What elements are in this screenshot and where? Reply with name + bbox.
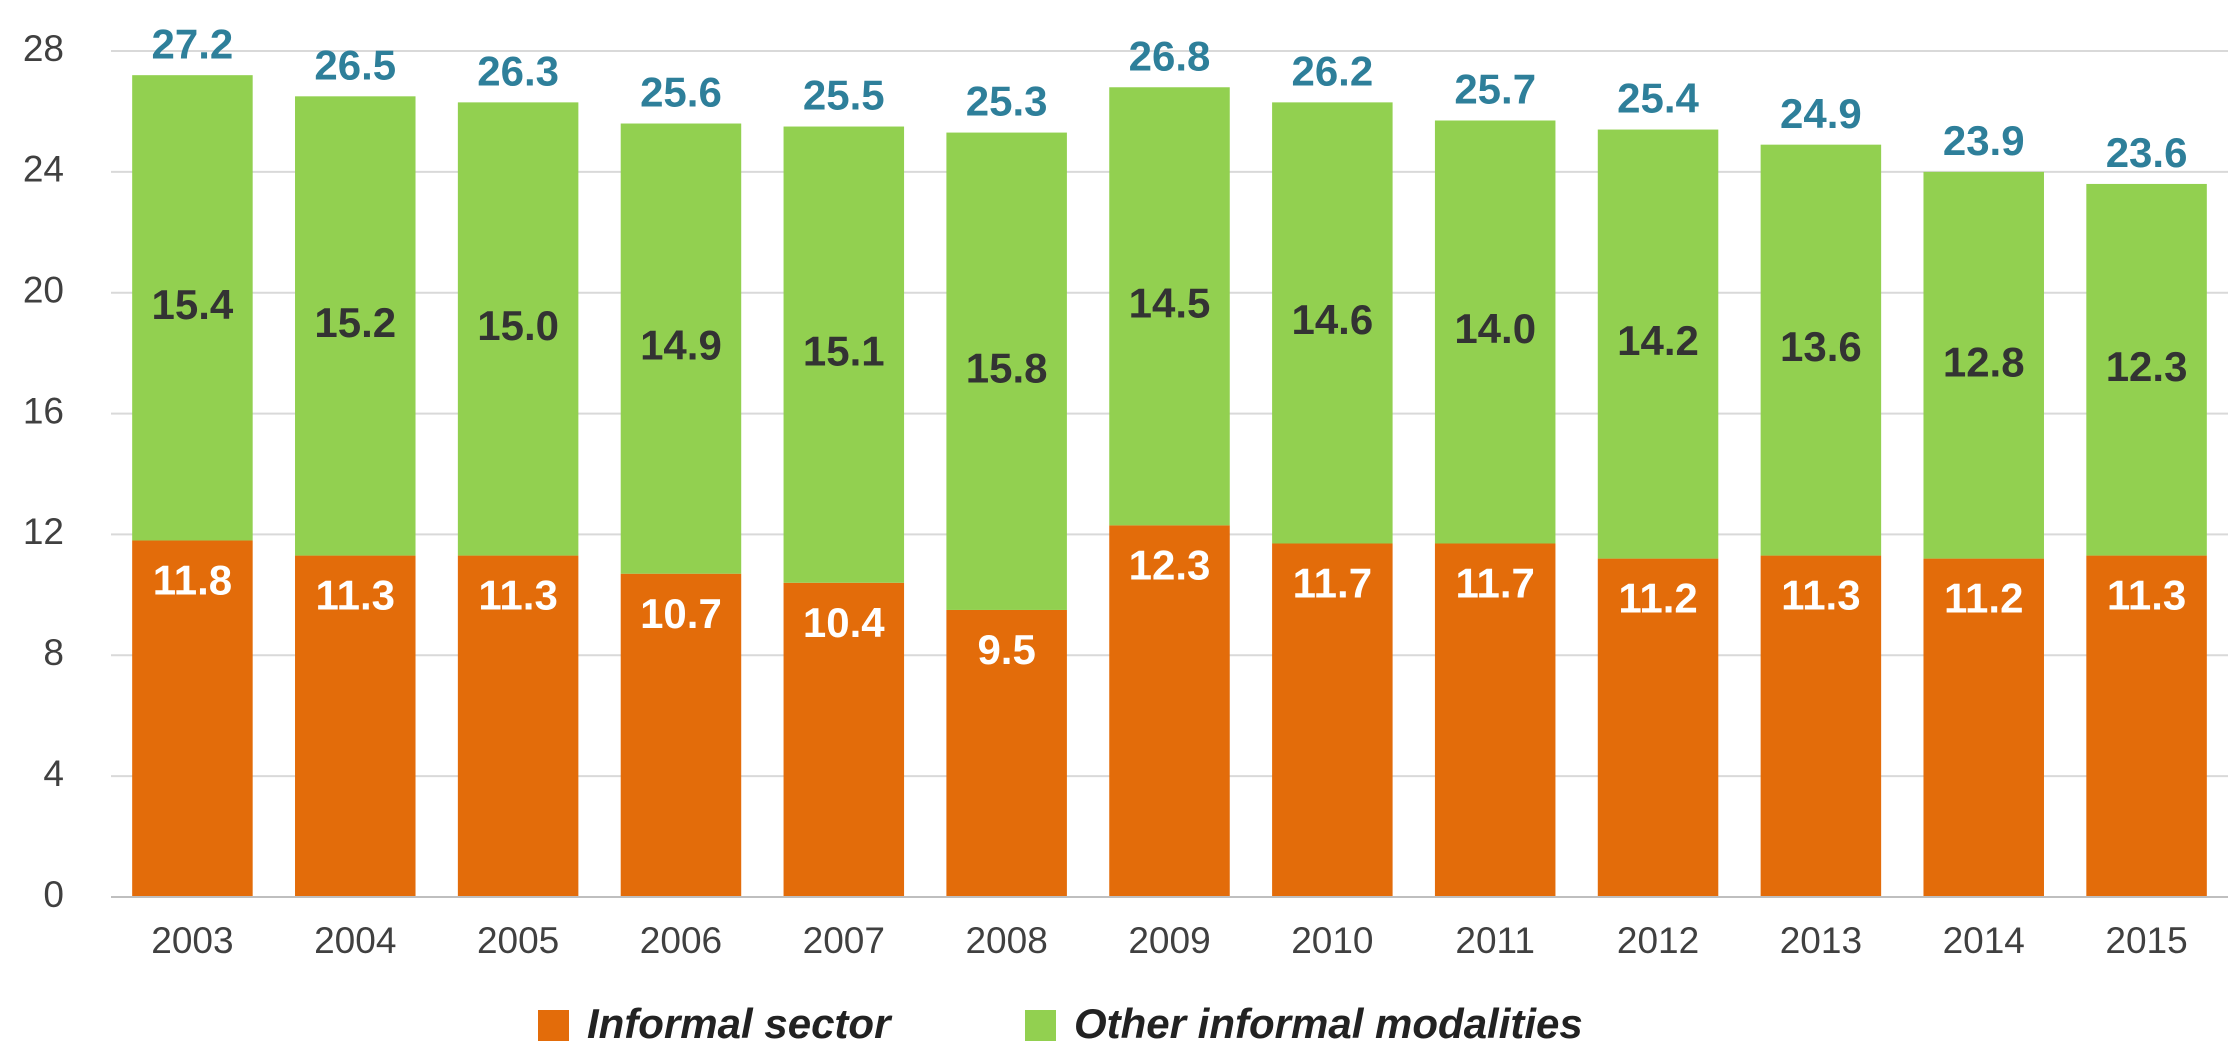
data-label: 15.4 [152,281,234,328]
total-label: 26.3 [477,47,559,94]
data-label: 11.2 [1944,575,2023,622]
data-label: 12.3 [2106,343,2188,390]
x-tick-label: 2015 [2105,920,2187,961]
y-tick-label: 0 [43,874,64,915]
bar-segment [1597,129,1719,559]
bar-segment [2086,555,2207,897]
total-label: 26.5 [314,41,396,88]
bar-segment [1434,543,1556,897]
legend-swatch [538,1010,569,1041]
bar-segment [2086,183,2207,556]
x-tick-label: 2009 [1128,920,1210,961]
y-tick-label: 20 [23,269,64,310]
bar-segment [1760,144,1882,556]
data-label: 13.6 [1780,323,1862,370]
x-tick-label: 2012 [1617,920,1699,961]
total-label: 23.6 [2106,129,2188,176]
bar-segment [1923,171,2044,559]
bar-segment [783,582,905,897]
data-label: 11.3 [2107,572,2186,619]
x-tick-label: 2008 [965,920,1047,961]
data-label: 11.3 [316,572,395,619]
data-label: 10.7 [640,590,722,637]
bar-segment [295,555,416,897]
data-label: 14.6 [1291,296,1373,343]
data-label: 14.5 [1129,279,1211,326]
data-label: 12.3 [1129,541,1211,588]
bar-segment [132,540,253,897]
y-tick-label: 28 [23,28,64,69]
total-label: 26.2 [1291,47,1373,94]
y-tick-label: 8 [43,632,64,673]
total-label: 25.4 [1617,75,1699,122]
total-label: 24.9 [1780,90,1862,137]
data-label: 14.0 [1454,305,1536,352]
bar-segment [783,126,905,583]
data-label: 15.8 [966,344,1048,391]
bar-segment [620,573,742,897]
data-label: 14.9 [640,322,722,369]
bar-segment [620,123,742,574]
x-tick-label: 2003 [151,920,233,961]
legend-swatch [1025,1010,1056,1041]
legend-label: Other informal modalities [1074,1000,1583,1047]
x-tick-label: 2010 [1291,920,1373,961]
x-tick-label: 2011 [1455,920,1535,961]
data-label: 11.7 [1293,560,1372,607]
data-label: 15.2 [314,299,396,346]
x-tick-label: 2007 [803,920,885,961]
bar-segment [457,102,579,556]
data-label: 15.1 [803,328,885,375]
bar-segment [1597,558,1719,897]
total-label: 25.7 [1454,66,1536,113]
bar-segment [457,555,579,897]
x-tick-label: 2005 [477,920,559,961]
total-label: 23.9 [1943,117,2025,164]
data-label: 12.8 [1943,338,2025,385]
x-tick-label: 2013 [1780,920,1862,961]
bar-segment [946,132,1067,610]
bar-segment [1760,555,1882,897]
legend-label: Informal sector [587,1000,893,1047]
data-label: 14.2 [1617,317,1699,364]
bar-segment [1109,87,1230,526]
y-tick-label: 16 [23,390,64,431]
bar-segment [1109,525,1230,897]
x-tick-label: 2004 [314,920,396,961]
data-label: 11.3 [478,572,557,619]
bar-segment [132,75,253,541]
total-label: 26.8 [1129,32,1211,79]
data-label: 10.4 [803,599,885,646]
y-tick-label: 12 [23,511,64,552]
bar-segment [295,96,416,556]
bar-segment [1923,558,2044,897]
data-label: 11.3 [1781,572,1860,619]
bar-segment [1434,120,1556,544]
data-label: 9.5 [977,626,1035,673]
y-tick-label: 24 [23,149,64,190]
bar-segment [946,609,1067,897]
x-tick-label: 2006 [640,920,722,961]
total-label: 25.5 [803,72,885,119]
data-label: 15.0 [477,302,559,349]
total-label: 25.3 [966,78,1048,125]
total-label: 25.6 [640,69,722,116]
bar-segment [1272,102,1393,544]
data-label: 11.2 [1618,575,1697,622]
data-label: 11.8 [153,557,232,604]
bar-segment [1272,543,1393,897]
total-label: 27.2 [152,20,234,67]
x-tick-label: 2014 [1943,920,2025,961]
data-label: 11.7 [1455,560,1534,607]
y-tick-label: 4 [43,753,64,794]
